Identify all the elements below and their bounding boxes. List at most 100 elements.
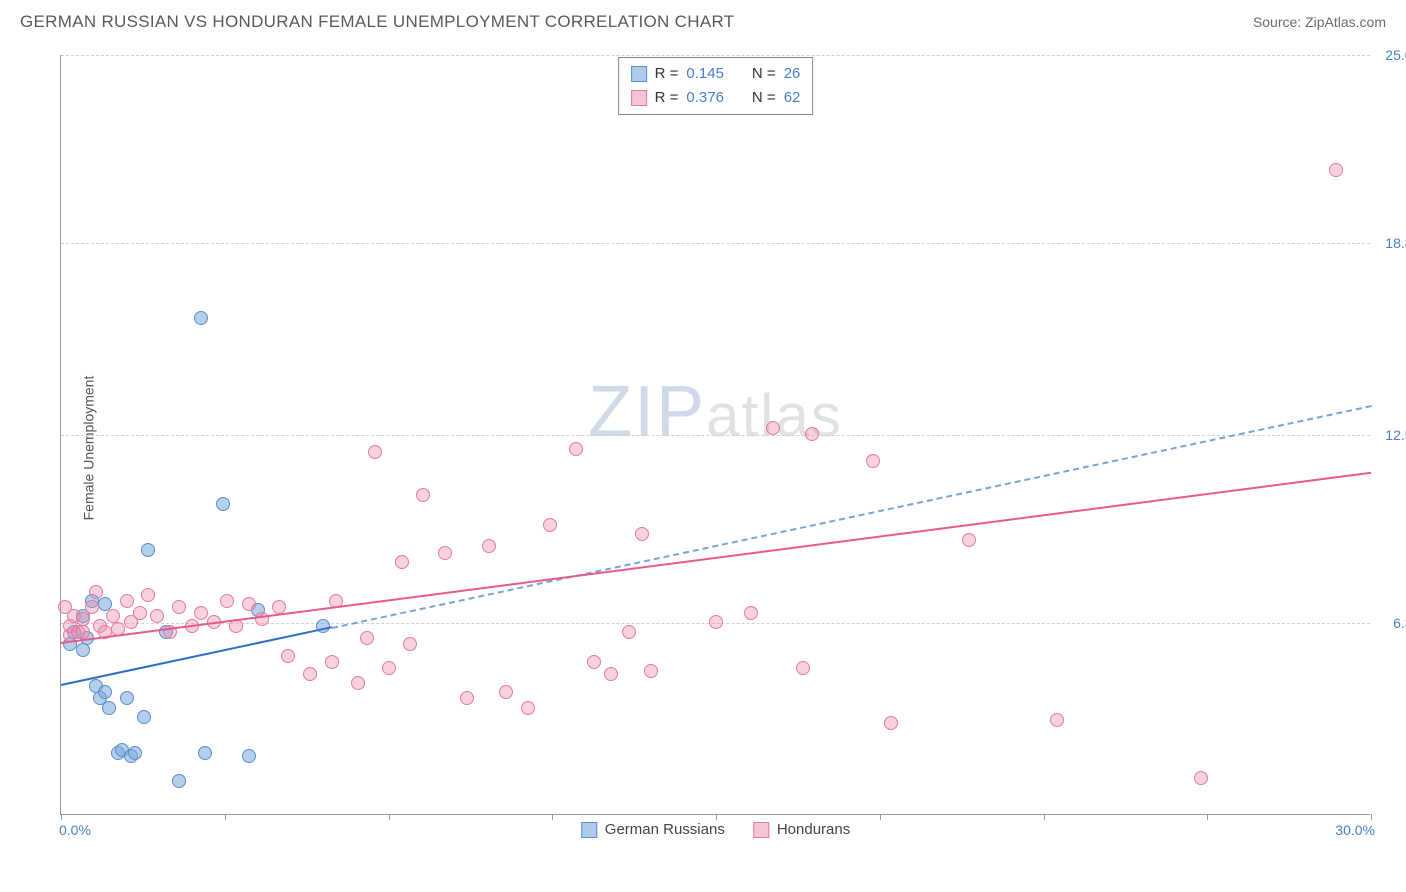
data-point	[128, 746, 142, 760]
data-point	[587, 655, 601, 669]
data-point	[622, 625, 636, 639]
data-point	[141, 588, 155, 602]
data-point	[543, 518, 557, 532]
data-point	[172, 600, 186, 614]
data-point	[85, 600, 99, 614]
data-point	[98, 685, 112, 699]
x-axis-min-label: 0.0%	[59, 822, 91, 838]
data-point	[150, 609, 164, 623]
grid-line	[61, 243, 1370, 244]
legend-stat-row: R =0.145N =26	[631, 62, 801, 86]
data-point	[499, 685, 513, 699]
data-point	[141, 543, 155, 557]
watermark-zip: ZIP	[588, 372, 706, 452]
data-point	[962, 533, 976, 547]
x-tick	[716, 814, 717, 820]
data-point	[194, 311, 208, 325]
data-point	[216, 497, 230, 511]
x-tick	[1207, 814, 1208, 820]
legend-n-label: N =	[752, 86, 776, 110]
data-point	[120, 691, 134, 705]
grid-line	[61, 435, 1370, 436]
legend-stats: R =0.145N =26R =0.376N =62	[618, 57, 814, 115]
data-point	[395, 555, 409, 569]
legend-stat-row: R =0.376N =62	[631, 86, 801, 110]
data-point	[120, 594, 134, 608]
y-tick-label: 6.3%	[1393, 615, 1406, 631]
y-tick-label: 25.0%	[1385, 47, 1406, 63]
data-point	[198, 746, 212, 760]
data-point	[303, 667, 317, 681]
data-point	[416, 488, 430, 502]
data-point	[172, 774, 186, 788]
source-label: Source: ZipAtlas.com	[1253, 14, 1386, 30]
data-point	[521, 701, 535, 715]
data-point	[281, 649, 295, 663]
legend-swatch	[631, 90, 647, 106]
x-tick	[225, 814, 226, 820]
data-point	[194, 606, 208, 620]
legend-series: German Russians Hondurans	[581, 821, 850, 838]
scatter-plot: ZIPatlas R =0.145N =26R =0.376N =62 Germ…	[60, 55, 1370, 815]
data-point	[382, 661, 396, 675]
header: GERMAN RUSSIAN VS HONDURAN FEMALE UNEMPL…	[0, 0, 1406, 40]
data-point	[635, 527, 649, 541]
data-point	[89, 585, 103, 599]
legend-r-label: R =	[655, 86, 679, 110]
data-point	[242, 749, 256, 763]
data-point	[884, 716, 898, 730]
legend-swatch	[631, 66, 647, 82]
x-tick	[552, 814, 553, 820]
x-tick	[1044, 814, 1045, 820]
grid-line	[61, 55, 1370, 56]
x-tick	[61, 814, 62, 820]
watermark-atlas: atlas	[706, 382, 843, 449]
data-point	[351, 676, 365, 690]
data-point	[604, 667, 618, 681]
legend-swatch	[753, 822, 769, 838]
data-point	[866, 454, 880, 468]
data-point	[403, 637, 417, 651]
data-point	[766, 421, 780, 435]
data-point	[1050, 713, 1064, 727]
data-point	[709, 615, 723, 629]
data-point	[137, 710, 151, 724]
data-point	[744, 606, 758, 620]
data-point	[460, 691, 474, 705]
data-point	[76, 625, 90, 639]
trend-line-blue-dash	[332, 405, 1372, 629]
data-point	[133, 606, 147, 620]
data-point	[368, 445, 382, 459]
data-point	[220, 594, 234, 608]
data-point	[644, 664, 658, 678]
data-point	[325, 655, 339, 669]
legend-n-value: 62	[784, 86, 801, 110]
data-point	[1194, 771, 1208, 785]
watermark: ZIPatlas	[588, 371, 843, 453]
legend-n-label: N =	[752, 62, 776, 86]
data-point	[796, 661, 810, 675]
data-point	[102, 701, 116, 715]
legend-r-label: R =	[655, 62, 679, 86]
data-point	[438, 546, 452, 560]
chart-title: GERMAN RUSSIAN VS HONDURAN FEMALE UNEMPL…	[20, 12, 734, 32]
data-point	[805, 427, 819, 441]
legend-item: German Russians	[581, 821, 725, 838]
data-point	[76, 612, 90, 626]
x-tick	[880, 814, 881, 820]
y-tick-label: 18.8%	[1385, 235, 1406, 251]
legend-swatch	[581, 822, 597, 838]
data-point	[482, 539, 496, 553]
data-point	[1329, 163, 1343, 177]
legend-label: Hondurans	[777, 821, 850, 838]
x-tick	[1371, 814, 1372, 820]
legend-label: German Russians	[605, 821, 725, 838]
y-tick-label: 12.5%	[1385, 427, 1406, 443]
legend-item: Hondurans	[753, 821, 850, 838]
x-tick	[389, 814, 390, 820]
data-point	[569, 442, 583, 456]
data-point	[360, 631, 374, 645]
x-axis-max-label: 30.0%	[1335, 822, 1375, 838]
data-point	[76, 643, 90, 657]
data-point	[242, 597, 256, 611]
